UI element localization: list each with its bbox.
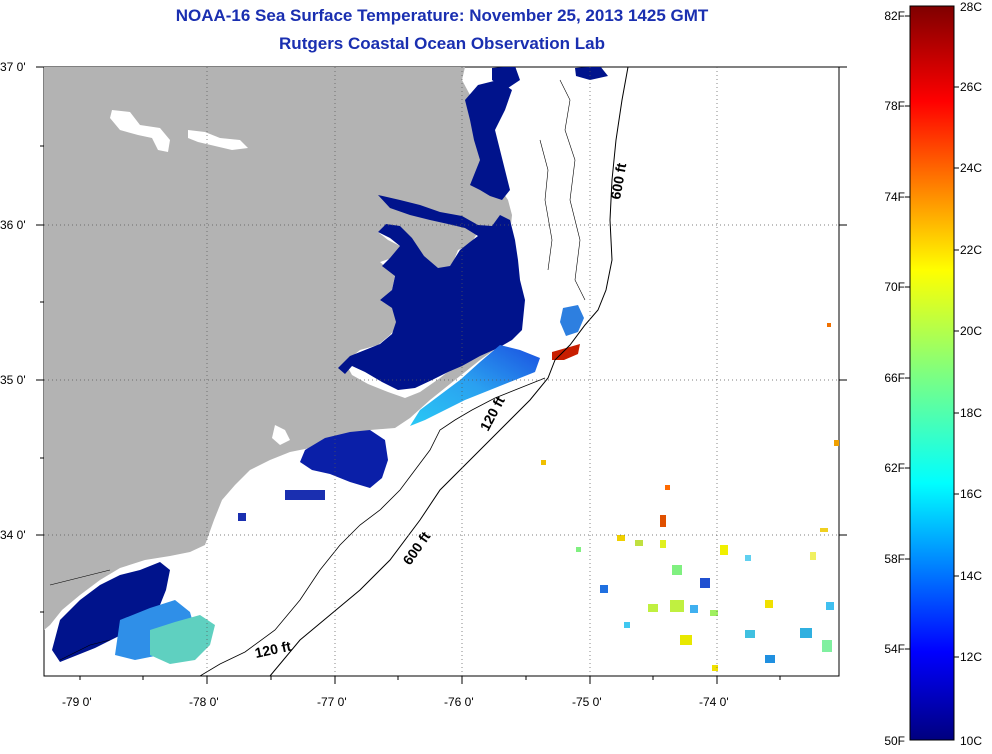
graticule [44,67,839,676]
colorbar [909,5,955,741]
colorbar-c-label: 14C [960,569,983,583]
lon-label: -77 0' [317,695,347,709]
cold-water-albemarle [465,80,512,200]
colorbar-f-label: 66F [884,371,905,385]
cold-water-long-bay [52,562,170,662]
inland-lake [110,110,170,152]
colorbar-c-label: 24C [960,161,983,175]
lat-label: 34 0' [0,528,26,542]
colorbar-c-label: 18C [960,406,983,420]
colorbar-f-label: 74F [884,190,905,204]
lat-label: 37 0' [0,60,26,74]
colorbar-c-label: 22C [960,243,983,257]
colorbar-c-label: 26C [960,80,983,94]
map-subtitle: Rutgers Coastal Ocean Observation Lab [279,34,605,53]
shelf-water-mix [150,615,215,664]
offshore-sst-pixels [238,323,839,671]
colorbar-f-label: 70F [884,280,905,294]
colorbar-f-label: 58F [884,552,905,566]
colorbar-f-label: 78F [884,99,905,113]
map-title: NOAA-16 Sea Surface Temperature: Novembe… [175,6,709,25]
colorbar-f-label: 62F [884,461,905,475]
colorbar-ticks [905,15,959,658]
colorbar-c-label: 28C [960,0,983,14]
colorbar-f-label: 54F [884,642,905,656]
colorbar-c-label: 20C [960,324,983,338]
contour-label: 600 ft [607,161,629,200]
cool-patch [560,305,584,336]
lat-label: 35 0' [0,373,26,387]
contour-detail [49,79,586,661]
colorbar-c-label: 10C [960,734,983,748]
cold-water-onslow [300,430,388,488]
lon-label: -74 0' [699,695,729,709]
lat-label: 36 0' [0,218,26,232]
cold-water-sound [338,195,525,390]
colorbar-f-label: 82F [884,9,905,23]
inland-lake [188,130,248,150]
axis-ticks [36,66,847,684]
shelf-water-gradient [410,345,540,426]
colorbar-c-label: 12C [960,650,983,664]
lon-label: -78 0' [189,695,219,709]
inland-lake [272,425,290,445]
cold-water-offshore [575,67,608,80]
contour-label: 120 ft [253,638,292,661]
lon-label: -75 0' [572,695,602,709]
contour-120ft [199,377,546,676]
colorbar-c-label: 16C [960,487,983,501]
lon-label: -76 0' [444,695,474,709]
cold-water-offshore [492,67,520,90]
colorbar-f-label: 50F [884,734,905,748]
contour-600ft [269,67,629,676]
lon-label: -79 0' [62,695,92,709]
